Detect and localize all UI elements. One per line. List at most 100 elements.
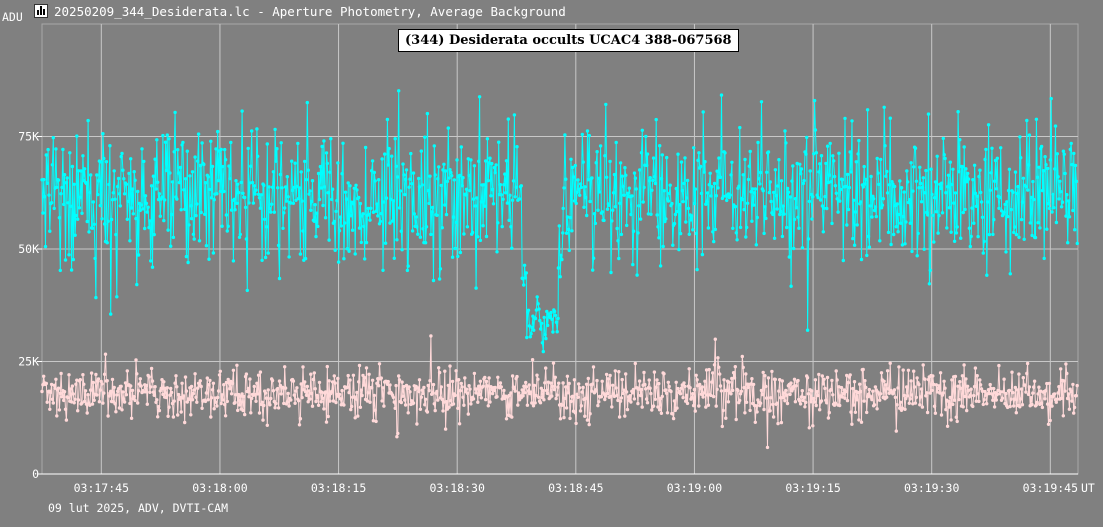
series-point-1: [904, 220, 908, 224]
series-point-2: [691, 392, 695, 396]
series-point-2: [958, 386, 963, 390]
series-point-1: [1002, 210, 1006, 214]
series-point-2: [51, 401, 55, 405]
series-point-1: [338, 215, 343, 219]
series-point-1: [129, 206, 134, 210]
series-point-2: [327, 379, 331, 383]
series-point-1: [437, 277, 442, 281]
series-point-2: [441, 409, 445, 413]
series-point-1: [839, 187, 843, 192]
series-point-2: [388, 383, 392, 387]
series-point-2: [675, 406, 679, 410]
series-point-2: [333, 381, 337, 385]
series-point-1: [701, 110, 705, 114]
series-point-2: [198, 379, 202, 383]
series-point-1: [135, 282, 139, 287]
series-point-2: [144, 383, 149, 388]
series-point-2: [457, 422, 462, 426]
series-point-1: [965, 180, 969, 184]
series-point-2: [504, 417, 509, 421]
series-point-2: [385, 382, 390, 386]
series-point-2: [740, 354, 744, 359]
series-point-1: [562, 186, 566, 190]
series-point-2: [325, 364, 329, 369]
series-point-1: [116, 176, 121, 181]
series-point-1: [259, 193, 263, 197]
series-point-1: [148, 219, 152, 223]
series-point-1: [84, 181, 89, 186]
series-point-2: [642, 370, 646, 375]
series-point-1: [942, 153, 946, 157]
series-point-1: [443, 203, 447, 207]
series-point-1: [216, 178, 221, 183]
series-point-1: [813, 128, 818, 132]
series-point-2: [931, 374, 935, 378]
series-point-1: [831, 154, 835, 158]
series-point-1: [71, 257, 76, 262]
series-point-1: [972, 163, 977, 167]
series-point-1: [985, 273, 989, 277]
series-point-2: [447, 405, 451, 409]
series-point-1: [190, 170, 195, 174]
series-point-1: [477, 95, 482, 99]
series-point-2: [843, 396, 847, 400]
series-point-2: [260, 400, 264, 404]
series-point-2: [974, 399, 978, 403]
series-point-1: [384, 196, 389, 200]
series-point-1: [390, 219, 395, 223]
y-tick-label: 0: [32, 467, 39, 481]
x-tick-label: 03:19:15: [785, 481, 840, 495]
series-point-1: [557, 224, 561, 228]
series-point-2: [659, 411, 664, 415]
series-point-1: [191, 232, 196, 236]
series-point-1: [621, 184, 625, 189]
series-point-2: [392, 400, 396, 404]
series-point-1: [91, 200, 96, 204]
series-point-1: [678, 203, 682, 207]
x-tick-label: 03:19:45: [1023, 481, 1078, 495]
series-point-1: [101, 132, 105, 136]
series-point-1: [65, 176, 69, 180]
series-point-1: [646, 212, 651, 216]
series-point-1: [691, 228, 695, 232]
series-point-2: [1043, 397, 1047, 401]
series-point-1: [108, 144, 112, 148]
series-point-2: [155, 398, 159, 402]
series-point-2: [849, 410, 853, 414]
series-point-1: [602, 218, 606, 223]
series-point-1: [658, 144, 662, 148]
series-point-1: [438, 267, 443, 271]
series-point-1: [976, 234, 980, 239]
series-point-2: [978, 378, 982, 382]
series-point-2: [1025, 361, 1030, 366]
series-point-2: [1025, 371, 1029, 376]
series-point-2: [157, 408, 162, 413]
series-point-1: [885, 191, 890, 195]
series-point-1: [196, 159, 200, 163]
series-point-1: [983, 157, 987, 162]
series-point-2: [408, 390, 412, 394]
series-point-2: [819, 399, 824, 403]
series-point-1: [383, 152, 387, 156]
series-point-1: [680, 188, 684, 193]
series-point-1: [58, 268, 62, 273]
series-point-2: [845, 398, 850, 403]
series-point-2: [972, 384, 977, 389]
series-point-1: [216, 129, 220, 134]
series-point-2: [143, 390, 148, 394]
series-point-2: [933, 411, 938, 415]
series-point-2: [485, 384, 490, 388]
series-point-1: [659, 177, 664, 181]
series-point-2: [732, 376, 737, 380]
series-point-2: [478, 379, 483, 383]
series-point-2: [189, 384, 194, 389]
series-point-1: [686, 206, 691, 211]
series-point-1: [712, 181, 717, 186]
series-point-1: [696, 158, 700, 163]
series-point-1: [692, 146, 696, 150]
series-point-1: [484, 234, 489, 239]
series-point-2: [1062, 379, 1066, 383]
series-point-1: [800, 246, 805, 250]
series-point-1: [836, 210, 840, 214]
series-point-2: [162, 380, 166, 384]
